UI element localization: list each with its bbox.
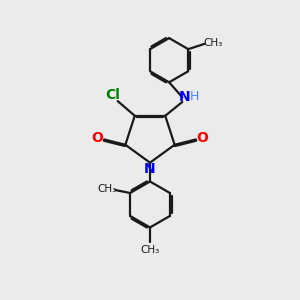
Text: CH₃: CH₃ [203, 38, 222, 48]
Text: H: H [190, 90, 200, 103]
Text: CH₃: CH₃ [140, 244, 160, 254]
Text: O: O [196, 131, 208, 145]
Text: CH₃: CH₃ [97, 184, 116, 194]
Text: N: N [144, 162, 156, 176]
Text: O: O [92, 131, 103, 145]
Text: Cl: Cl [106, 88, 120, 102]
Text: N: N [178, 90, 190, 104]
